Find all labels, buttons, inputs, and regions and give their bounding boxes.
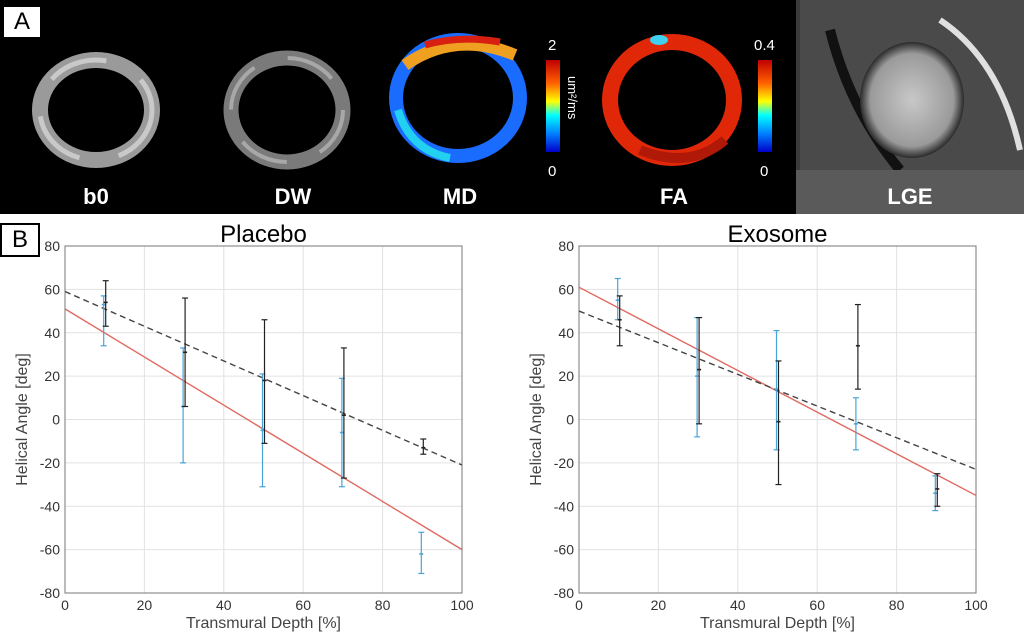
fa-myocardium-ring bbox=[602, 34, 742, 166]
x-tick-label: 20 bbox=[137, 597, 153, 613]
fit-line-black-fit bbox=[579, 310, 976, 471]
fit-line-black-fit bbox=[65, 290, 462, 466]
x-tick-label: 60 bbox=[295, 597, 311, 613]
md-colorbar bbox=[546, 60, 560, 152]
panel-b-label: B bbox=[0, 223, 40, 257]
y-tick-label: 20 bbox=[558, 368, 574, 384]
y-axis-label: Helical Angle [deg] bbox=[14, 353, 31, 486]
fa-ring-dark-segment bbox=[638, 136, 729, 163]
y-tick-label: 80 bbox=[44, 238, 60, 254]
y-tick-label: -40 bbox=[40, 498, 60, 514]
mri-images bbox=[32, 0, 1024, 214]
x-tick-label: 0 bbox=[575, 597, 583, 613]
plot-placebo: 0 20 40 60 80 100 -80 -60 -40 -20 0 20 40 60 80 Placebo… bbox=[14, 221, 474, 632]
y-axis-label: Helical Angle [deg] bbox=[528, 353, 545, 486]
x-tick-label: 40 bbox=[216, 597, 232, 613]
x-tick-label: 100 bbox=[964, 597, 988, 613]
y-tick-label: 60 bbox=[44, 281, 60, 297]
md-ring-hot-segment bbox=[401, 38, 518, 70]
md-colorbar-unit: um²/ms bbox=[565, 76, 580, 120]
y-tick-label: 20 bbox=[44, 368, 60, 384]
x-tick-label: 100 bbox=[450, 597, 474, 613]
y-tick-label: -20 bbox=[40, 455, 60, 471]
x-tick-label: 40 bbox=[730, 597, 746, 613]
x-axis-label: Transmural Depth [%] bbox=[700, 615, 855, 632]
md-label: MD bbox=[442, 184, 478, 209]
lge-lower-region bbox=[796, 170, 1024, 214]
md-colorbar-max: 2 bbox=[548, 37, 557, 54]
y-tick-label: 40 bbox=[558, 325, 574, 341]
x-tick-label: 0 bbox=[61, 597, 69, 613]
mri-image-strip: A b0 DW MD FA LGE 2 0 um²/ms 0.4 0 bbox=[0, 0, 1024, 214]
dw-ring-highlight bbox=[229, 56, 345, 164]
md-colorbar-min: 0 bbox=[548, 163, 557, 180]
b0-label: b0 bbox=[83, 184, 109, 209]
plot-exosome: 0 20 40 60 80 100 -80 -60 -40 -20 0 20 40 60 80 Exosome… bbox=[528, 221, 988, 632]
y-tick-label: 0 bbox=[566, 412, 574, 428]
fa-colorbar-max: 0.4 bbox=[754, 37, 775, 54]
panel-a-label: A bbox=[2, 5, 42, 39]
y-tick-label: 60 bbox=[558, 281, 574, 297]
y-tick-label: -40 bbox=[554, 498, 574, 514]
y-tick-label: 0 bbox=[52, 412, 60, 428]
y-tick-label: -20 bbox=[554, 455, 574, 471]
dw-label: DW bbox=[274, 184, 312, 209]
x-tick-label: 20 bbox=[651, 597, 667, 613]
y-tick-label: -80 bbox=[554, 585, 574, 601]
lge-dark-streak bbox=[825, 28, 904, 174]
x-tick-label: 80 bbox=[375, 597, 391, 613]
y-tick-label: -80 bbox=[40, 585, 60, 601]
lge-bright-streak bbox=[938, 17, 1023, 151]
y-tick-label: 80 bbox=[558, 238, 574, 254]
plot-frame bbox=[578, 245, 977, 594]
plots-canvas: 0 20 40 60 80 100 -80 -60 -40 -20 0 20 40 60 80 Placebo… bbox=[14, 221, 988, 632]
fa-colorbar-min: 0 bbox=[760, 163, 769, 180]
plot-title: Placebo bbox=[220, 221, 307, 248]
fa-ring-cyan-spot bbox=[650, 35, 668, 45]
fa-colorbar bbox=[758, 60, 772, 152]
md-ring-red-segment bbox=[424, 35, 501, 49]
fa-label: FA bbox=[659, 184, 689, 209]
fit-line-red-fit bbox=[579, 286, 976, 497]
lge-label: LGE bbox=[887, 184, 933, 209]
x-tick-label: 60 bbox=[809, 597, 825, 613]
plot-series bbox=[579, 277, 976, 512]
x-tick-label: 80 bbox=[889, 597, 905, 613]
plot-series bbox=[65, 280, 462, 575]
b0-ring-highlight bbox=[37, 57, 155, 163]
x-axis-label: Transmural Depth [%] bbox=[186, 615, 341, 632]
plot-frame bbox=[64, 245, 463, 594]
fit-line-red-fit bbox=[65, 308, 462, 551]
y-tick-label: -60 bbox=[40, 542, 60, 558]
helical-angle-plots: B 0 20 40 60 80 100 -80 -60 -40 -20 0 20 40 60 80 Place… bbox=[0, 214, 1024, 641]
lge-ventricle bbox=[860, 42, 964, 158]
y-tick-label: 40 bbox=[44, 325, 60, 341]
md-ring-cyan-segment bbox=[394, 108, 451, 162]
y-tick-label: -60 bbox=[554, 542, 574, 558]
plot-title: Exosome bbox=[727, 221, 827, 248]
